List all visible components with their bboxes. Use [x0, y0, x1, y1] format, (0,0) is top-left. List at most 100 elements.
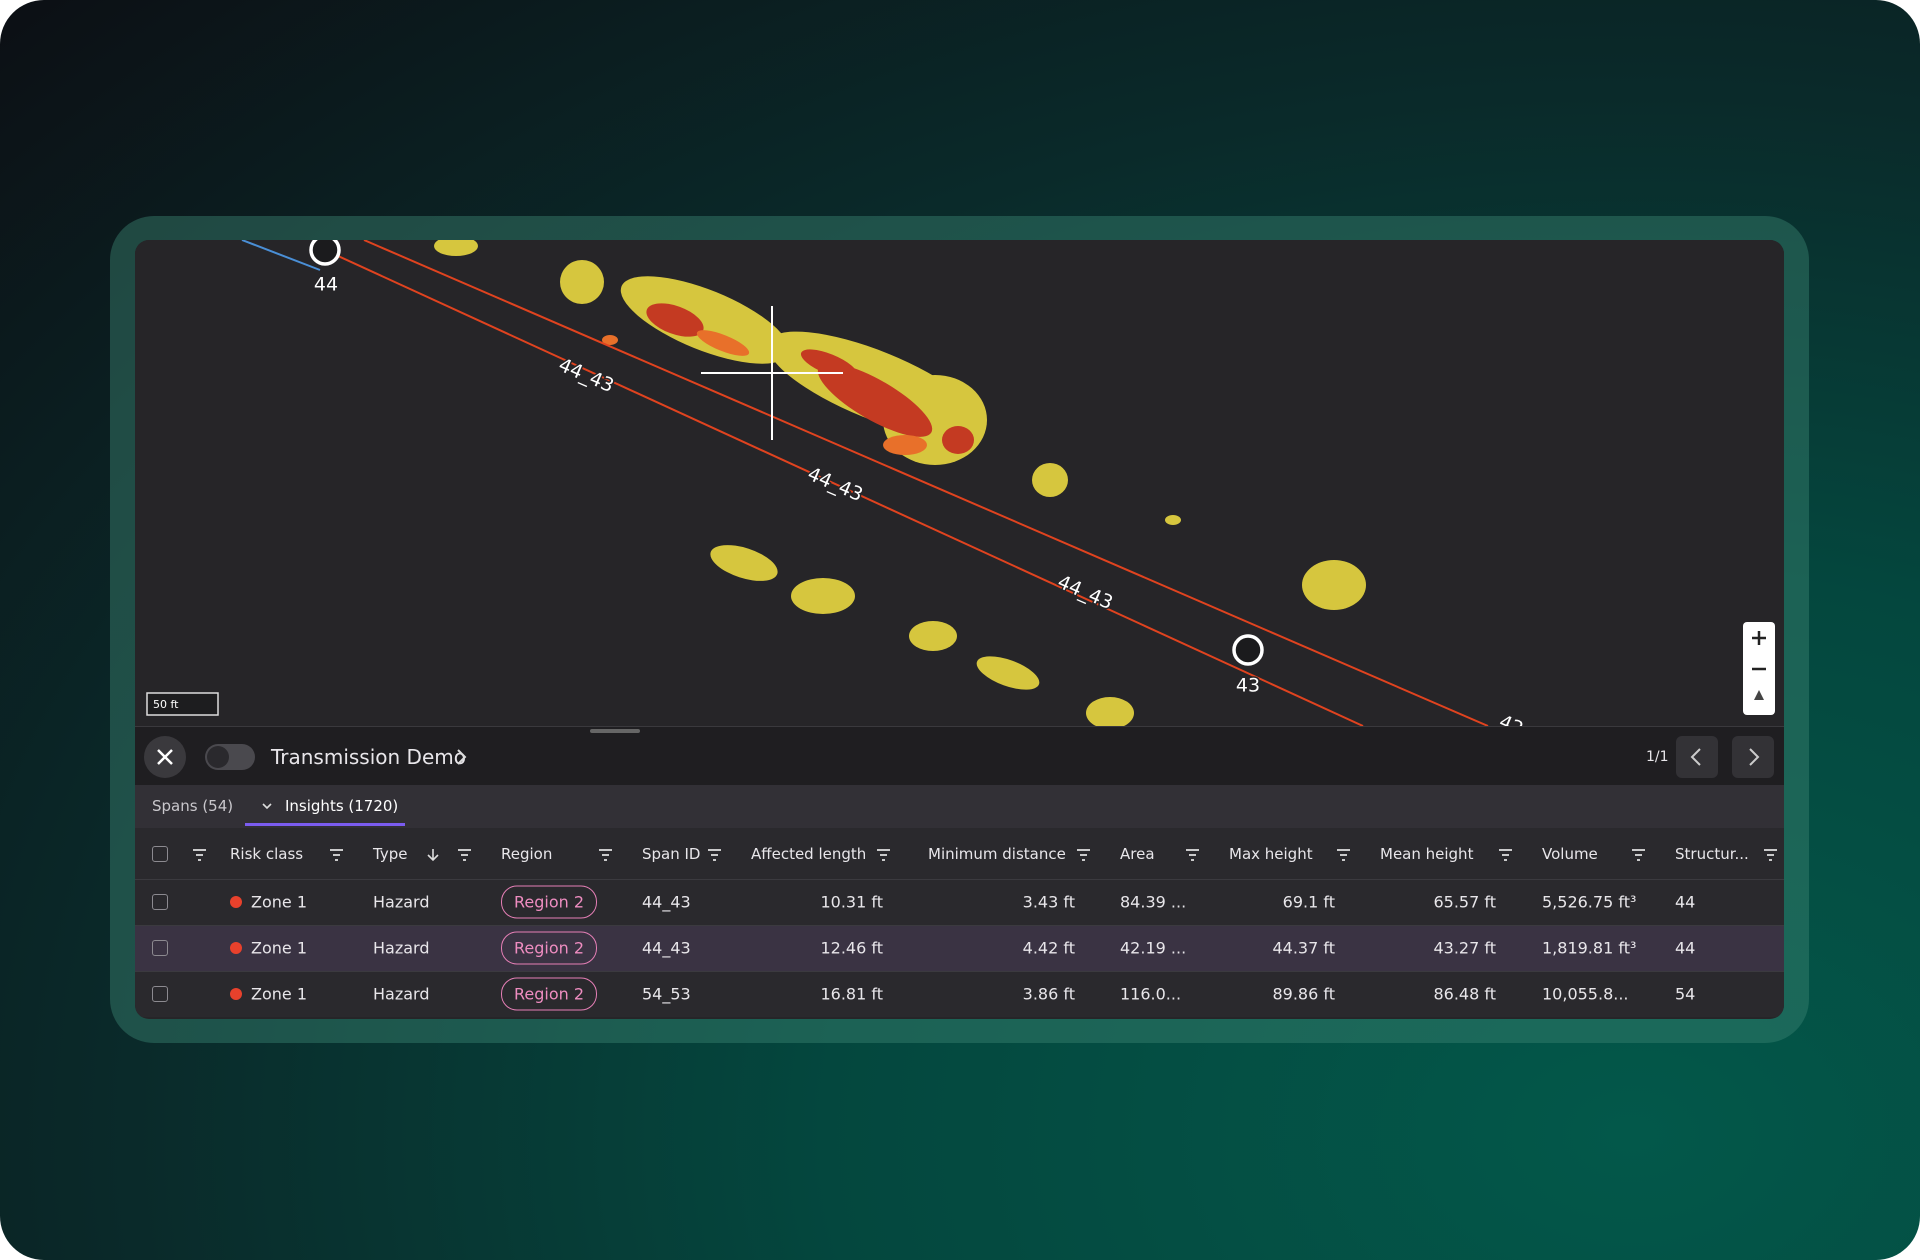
cell: 3.43 ft: [1022, 892, 1075, 912]
cell: 44_43: [642, 938, 691, 958]
filter-icon[interactable]: [598, 847, 613, 861]
filter-icon[interactable]: [1763, 847, 1778, 861]
chevron: [457, 749, 467, 765]
cell: 65.57 ft: [1433, 892, 1496, 912]
checkbox[interactable]: [152, 940, 168, 956]
tab-indicator: [245, 823, 405, 826]
cell: 89.86 ft: [1272, 984, 1335, 1004]
toggle[interactable]: [205, 744, 255, 770]
sort-icon[interactable]: [426, 847, 440, 862]
cell: 10,055.8...: [1542, 984, 1629, 1004]
cell: 44: [1675, 892, 1696, 912]
toolbar: Transmission Demo 1/1: [135, 726, 1784, 786]
cell: 5,526.75 ft³: [1542, 892, 1637, 912]
filter-icon[interactable]: [1336, 847, 1351, 861]
crosshair: [701, 306, 843, 440]
tabs: Spans (54) Insights (1720): [135, 785, 1784, 828]
map[interactable]: 44 43 42 44_43 44_43 44_43 50 ft: [135, 240, 1784, 726]
filter-icon[interactable]: [876, 847, 891, 861]
filter-icon[interactable]: [329, 847, 344, 861]
column-header[interactable]: Mean height: [1380, 845, 1474, 863]
cell: 69.1 ft: [1282, 892, 1335, 912]
tab-active[interactable]: Insights (1720): [285, 797, 399, 815]
span-line: [363, 240, 1489, 726]
cell: 3.86 ft: [1022, 984, 1075, 1004]
tower[interactable]: [1232, 634, 1264, 666]
cell: Hazard: [373, 892, 430, 912]
risk-dot: [230, 896, 242, 908]
cell: 86.48 ft: [1433, 984, 1496, 1004]
filter-icon[interactable]: [707, 847, 722, 861]
column-header[interactable]: Risk class: [230, 845, 304, 863]
span-label: 44_43: [555, 354, 617, 397]
zoom-controls: [1743, 622, 1775, 715]
checkbox[interactable]: [152, 986, 168, 1002]
filter-icon[interactable]: [1185, 847, 1200, 861]
cell: 4.42 ft: [1022, 938, 1075, 958]
cell: Zone 1: [251, 938, 307, 958]
column-header[interactable]: Volume: [1542, 845, 1598, 863]
filter-icon[interactable]: [1498, 847, 1513, 861]
region-tag[interactable]: Region 2: [501, 977, 598, 1011]
cell: Hazard: [373, 984, 430, 1004]
cell: Zone 1: [251, 892, 307, 912]
tower-label: 44: [314, 274, 338, 296]
chevron: [262, 803, 272, 810]
cell: 84.39 ...: [1120, 892, 1187, 912]
filter-icon[interactable]: [457, 847, 472, 861]
region-tag[interactable]: Region 2: [501, 885, 598, 919]
filter-icon[interactable]: [1076, 847, 1091, 861]
checkbox[interactable]: [152, 846, 168, 862]
column-header[interactable]: Minimum distance: [928, 845, 1066, 863]
pagination: 1/1: [1646, 749, 1669, 765]
region-tag[interactable]: Region 2: [501, 931, 598, 965]
checkbox[interactable]: [152, 894, 168, 910]
column-header[interactable]: Region: [501, 845, 553, 863]
cell: Zone 1: [251, 984, 307, 1004]
cell: 44_43: [642, 892, 691, 912]
span-line: [241, 240, 321, 271]
cell: 12.46 ft: [820, 938, 883, 958]
compass[interactable]: [1754, 690, 1764, 700]
cell: 44: [1675, 938, 1696, 958]
app-panel: 44 43 42 44_43 44_43 44_43 50 ft: [135, 240, 1784, 1019]
close-button[interactable]: [144, 736, 186, 778]
span-label: 44_43: [1054, 571, 1116, 614]
prev-button[interactable]: [1676, 736, 1718, 778]
cell: Hazard: [373, 938, 430, 958]
table-row[interactable]: Zone 1 Hazard Region 2 44_43 12.46 ft 4.42 ft…: [135, 925, 1784, 971]
scale-label: 50 ft: [153, 698, 179, 711]
tower-label: 42: [1496, 711, 1527, 726]
table-row[interactable]: Zone 1 Hazard Region 2 44_43 10.31 ft 3.43 ft…: [135, 879, 1784, 925]
span-line: [324, 249, 1364, 726]
filter-icon[interactable]: [192, 847, 207, 861]
column-header[interactable]: Area: [1120, 845, 1155, 863]
span-label: 44_43: [804, 463, 866, 506]
column-header[interactable]: Affected length: [751, 845, 867, 863]
cell: 42.19 ...: [1120, 938, 1187, 958]
column-header[interactable]: Structur...: [1675, 845, 1749, 863]
drag-handle[interactable]: [590, 729, 640, 733]
tab[interactable]: Spans (54): [152, 797, 234, 815]
cell: 54_53: [642, 984, 691, 1004]
project-title[interactable]: Transmission Demo: [271, 745, 466, 769]
cell: 1,819.81 ft³: [1542, 938, 1637, 958]
cell: 44.37 ft: [1272, 938, 1335, 958]
column-header[interactable]: Type: [373, 845, 408, 863]
column-header[interactable]: Span ID: [642, 845, 701, 863]
risk-dot: [230, 942, 242, 954]
cell: 43.27 ft: [1433, 938, 1496, 958]
next-button[interactable]: [1732, 736, 1774, 778]
zoom-in[interactable]: [1752, 631, 1766, 645]
cell: 116.0...: [1120, 984, 1182, 1004]
column-header[interactable]: Max height: [1229, 845, 1313, 863]
table-header: Risk class Type Region Span ID Affected leng…: [135, 828, 1784, 879]
tower[interactable]: [309, 240, 341, 266]
scale-bar: [146, 692, 219, 716]
cell: 10.31 ft: [820, 892, 883, 912]
table-row[interactable]: Zone 1 Hazard Region 2 54_53 16.81 ft 3.86 ft…: [135, 971, 1784, 1017]
tower-label: 43: [1236, 675, 1260, 697]
risk-dot: [230, 988, 242, 1000]
filter-icon[interactable]: [1631, 847, 1646, 861]
